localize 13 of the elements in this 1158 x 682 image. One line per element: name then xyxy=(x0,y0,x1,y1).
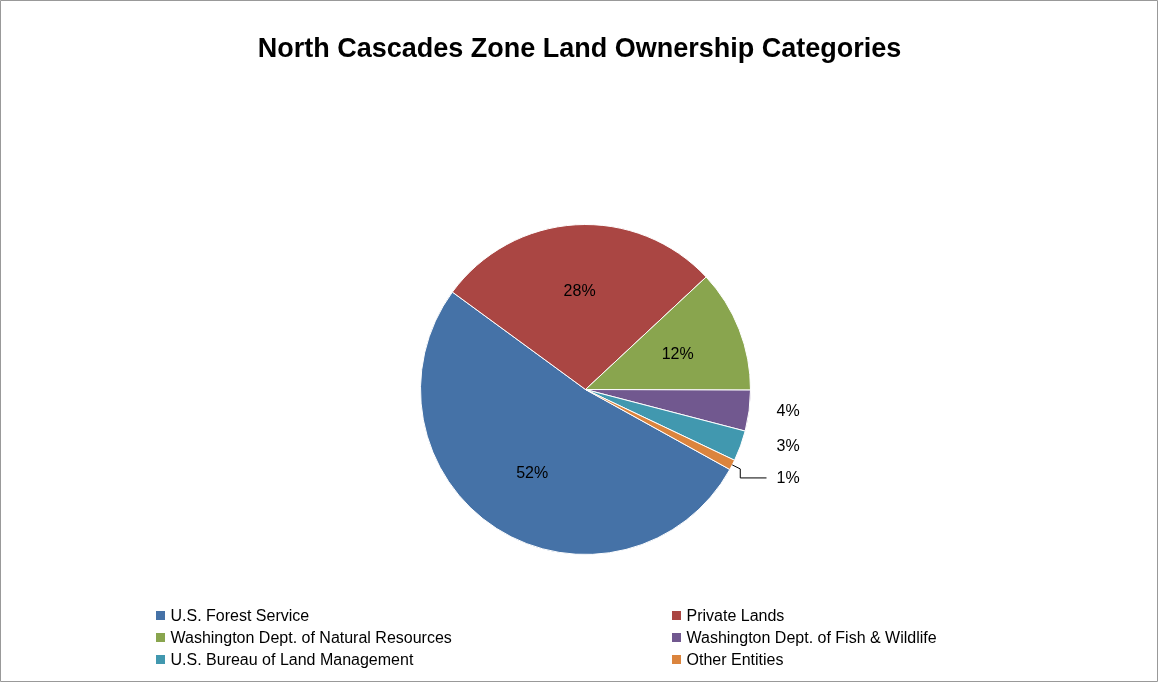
legend-label: U.S. Forest Service xyxy=(170,607,310,624)
data-label: 1% xyxy=(776,469,800,487)
legend-label: Other Entities xyxy=(686,651,784,668)
data-label: 12% xyxy=(661,344,694,362)
legend-label: Private Lands xyxy=(686,607,785,624)
data-label: 3% xyxy=(776,437,800,455)
data-label: 4% xyxy=(776,402,800,420)
legend-label: U.S. Bureau of Land Management xyxy=(170,651,414,668)
legend-label: Washington Dept. of Fish & Wildlife xyxy=(686,629,937,646)
data-label: 28% xyxy=(563,282,596,300)
data-label: 52% xyxy=(516,464,549,482)
chart-title: North Cascades Zone Land Ownership Categories xyxy=(257,32,902,63)
legend-label: Washington Dept. of Natural Resources xyxy=(170,629,452,646)
